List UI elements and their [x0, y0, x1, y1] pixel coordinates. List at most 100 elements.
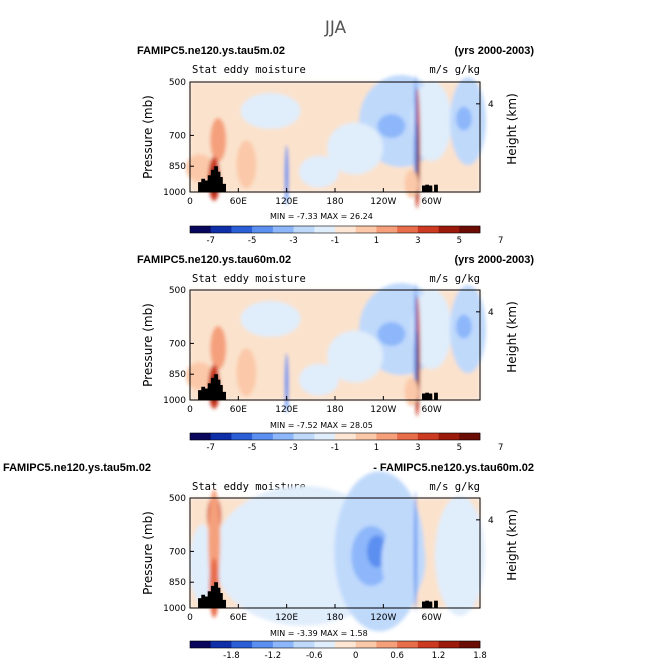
colorbar-box — [272, 433, 294, 440]
x-tick-label: 60E — [230, 197, 247, 207]
colorbar-box — [190, 226, 212, 233]
colorbar-frame — [189, 225, 481, 234]
topography-bar — [204, 596, 209, 608]
topography-bar — [204, 388, 209, 400]
y-tick-label: 850 — [169, 162, 186, 172]
topography-bar — [222, 599, 227, 608]
topography-bar — [214, 166, 218, 192]
field-blue-region — [411, 289, 452, 370]
colorbar-label: -0.6 — [306, 651, 323, 661]
panel-1-right-title: (yrs 2000-2003) — [454, 45, 534, 57]
topography-bar — [207, 591, 212, 608]
x-tick-label: 60W — [421, 197, 441, 207]
field-blue-region — [240, 92, 301, 129]
colorbar-box — [314, 641, 336, 648]
x-tick-label: 180 — [326, 613, 343, 623]
topography-bar — [428, 601, 433, 608]
topography-panel-2 — [198, 374, 438, 400]
field-blue-core — [455, 106, 472, 131]
topography-bar — [201, 386, 206, 400]
panel-3-case-title: FAMIPC5.ne120.ys.tau5m.02 — [3, 462, 151, 474]
y-tick-label: 700 — [169, 131, 186, 141]
colorbar-panel-1: -7 -5 -3 -1 1 3 5 7 — [189, 225, 503, 246]
topography-bar — [210, 169, 215, 192]
field-panel-1 — [185, 75, 486, 209]
field-red-region — [236, 348, 257, 397]
x-tick-label: 120E — [275, 197, 298, 207]
colorbar-box — [376, 641, 398, 648]
topography-bar — [214, 374, 218, 400]
x-tick-label: 120W — [370, 197, 396, 207]
y-tick-label: 500 — [169, 494, 186, 504]
colorbar-box — [190, 641, 212, 648]
field-blue-region — [434, 495, 485, 616]
topography-bar — [425, 184, 430, 192]
field-red-region — [236, 140, 257, 189]
topography-bar — [434, 184, 438, 192]
field-blue-streak — [414, 283, 417, 404]
field-blue-streak — [284, 145, 289, 206]
y2-axis-label: Height (km) — [505, 93, 519, 164]
x-tick-label: 120E — [275, 405, 298, 415]
topography-bar — [204, 180, 209, 192]
colorbar-label: -7 — [206, 443, 214, 453]
y-tick-label: 850 — [169, 370, 186, 380]
field-red-region — [210, 117, 227, 162]
topography-bar — [201, 178, 206, 192]
colorbar-label: 1 — [374, 443, 379, 453]
field-blue-region — [381, 520, 426, 601]
panel-2-variable-label: Stat eddy moisture — [192, 273, 306, 285]
colorbar-label: 5 — [457, 236, 462, 246]
panel-1-case-title: FAMIPC5.ne120.ys.tau5m.02 — [137, 45, 285, 57]
field-blue-region — [327, 122, 384, 175]
topography-bar — [222, 183, 227, 192]
colorbar-box — [252, 433, 274, 440]
topography-bar — [210, 585, 215, 608]
panel-1-variable-label: Stat eddy moisture — [192, 64, 306, 76]
colorbar-frame — [189, 640, 481, 649]
colorbar-box — [272, 226, 294, 233]
topography-panel-1 — [198, 166, 438, 192]
panel-3-min-max: MIN = -3.39 MAX = 1.58 — [270, 629, 368, 638]
colorbar-panel-2: -7 -5 -3 -1 1 3 5 7 — [189, 432, 503, 453]
colorbar-label: 7 — [498, 236, 503, 246]
x-tick-label: 120W — [370, 405, 396, 415]
y2-axis-label: Height (km) — [505, 509, 519, 580]
colorbar-frame — [189, 432, 481, 441]
colorbar-box — [417, 433, 439, 440]
colorbar-box — [210, 433, 232, 440]
colorbar-box — [376, 433, 398, 440]
field-blue-region — [190, 524, 215, 605]
panel-1-units-label: m/s g/kg — [429, 64, 480, 76]
topography-bar — [425, 392, 430, 400]
colorbar-box — [231, 641, 253, 648]
topography-panel-3 — [198, 582, 438, 608]
field-blue-region — [327, 330, 384, 383]
x-tick-label: 60E — [230, 405, 247, 415]
field-blue-streak — [414, 491, 417, 612]
field-blue-core — [377, 114, 406, 139]
field-blue-region — [411, 81, 452, 162]
colorbar-box — [417, 226, 439, 233]
field-red-region — [404, 377, 419, 406]
y-tick-label: 500 — [169, 78, 186, 88]
y-tick-label: 500 — [169, 286, 186, 296]
colorbar-box — [293, 226, 315, 233]
page-title: JJA — [324, 18, 347, 38]
field-blue-region — [240, 300, 301, 337]
topography-bar — [201, 594, 206, 608]
y-tick-label: 1000 — [163, 396, 186, 406]
colorbar-label: 1.2 — [432, 651, 446, 661]
colorbar-box — [355, 641, 377, 648]
colorbar-box — [231, 433, 253, 440]
topography-bar — [422, 185, 426, 192]
colorbar-box — [252, 226, 274, 233]
field-panel-3 — [190, 471, 485, 632]
colorbar-label: -1 — [331, 443, 339, 453]
panel-2-units-label: m/s g/kg — [429, 273, 480, 285]
colorbar-box — [355, 226, 377, 233]
colorbar-box — [417, 641, 439, 648]
colorbar-label: -3 — [289, 443, 297, 453]
